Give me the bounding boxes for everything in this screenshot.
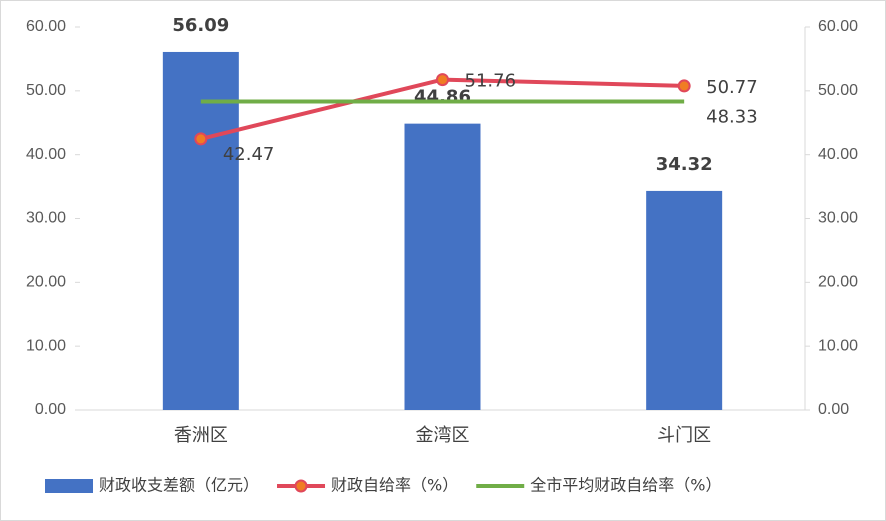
y-tick-label: 20.00 [26,274,66,291]
bar [162,51,239,410]
y-tick-label: 60.00 [26,18,66,35]
y2-tick-label: 30.00 [818,210,858,227]
x-tick-label: 斗门区 [657,425,711,446]
y-tick-label: 10.00 [26,337,66,354]
legend-label: 财政自给率（%） [331,476,458,495]
x-tick-label: 金湾区 [416,425,470,446]
marker [194,132,208,146]
x-tick-label: 香洲区 [174,425,228,446]
data-label: 51.76 [465,71,517,92]
data-label: 44.86 [414,87,471,108]
bar [404,123,481,410]
legend-swatch [45,479,93,493]
y-tick-label: 30.00 [26,210,66,227]
marker [677,79,691,93]
data-label: 34.32 [656,154,713,175]
y-tick-label: 40.00 [26,146,66,163]
data-label: 50.77 [706,77,758,98]
y2-tick-label: 10.00 [818,337,858,354]
data-label: 42.47 [223,144,275,165]
legend-label: 财政收支差额（亿元） [99,476,259,495]
y2-tick-label: 50.00 [818,82,858,99]
y2-tick-label: 60.00 [818,18,858,35]
y2-tick-label: 40.00 [818,146,858,163]
data-label: 56.09 [172,15,229,36]
data-label: 48.33 [706,106,758,127]
y-tick-label: 0.00 [35,401,66,418]
legend-label: 全市平均财政自给率（%） [530,476,721,495]
y2-tick-label: 0.00 [818,401,849,418]
legend-marker [294,479,308,493]
y2-tick-label: 20.00 [818,274,858,291]
y-tick-label: 50.00 [26,82,66,99]
bar [646,190,723,410]
marker [436,73,449,87]
